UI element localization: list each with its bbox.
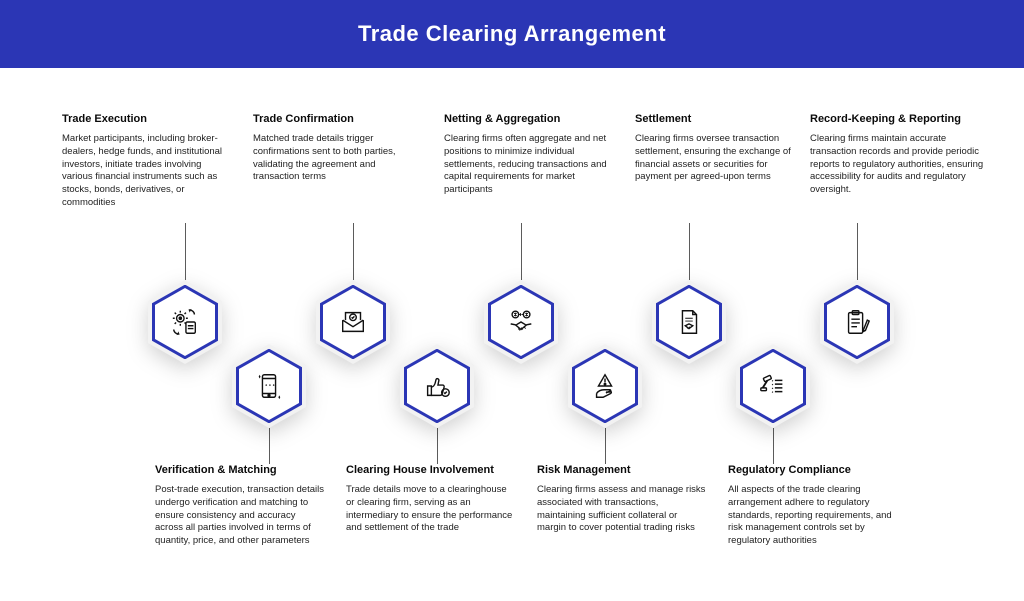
connector (605, 428, 606, 464)
step-record-text: Record-Keeping & Reporting Clearing firm… (810, 113, 990, 197)
step-title: Settlement (635, 113, 805, 125)
step-trade-execution-text: Trade Execution Market participants, inc… (62, 113, 232, 210)
connector (689, 223, 690, 280)
hex-trade-execution (148, 280, 222, 364)
step-netting-text: Netting & Aggregation Clearing firms oft… (444, 113, 614, 197)
step-title: Netting & Aggregation (444, 113, 614, 125)
step-title: Clearing House Involvement (346, 464, 516, 476)
hex-netting (484, 280, 558, 364)
page-title: Trade Clearing Arrangement (358, 21, 666, 47)
step-desc: Clearing firms assess and manage risks a… (537, 484, 707, 535)
header-banner: Trade Clearing Arrangement (0, 0, 1024, 68)
step-settlement-text: Settlement Clearing firms oversee transa… (635, 113, 805, 184)
hex-settlement (652, 280, 726, 364)
diagram-canvas: Trade Execution Market participants, inc… (0, 68, 1024, 601)
step-desc: Matched trade details trigger confirmati… (253, 133, 423, 184)
step-risk-text: Risk Management Clearing firms assess an… (537, 464, 707, 535)
hex-risk (568, 344, 642, 428)
connector (857, 223, 858, 280)
thumbs-up-check-icon (422, 371, 452, 401)
connector (521, 223, 522, 280)
phone-stars-icon (254, 371, 284, 401)
step-title: Trade Confirmation (253, 113, 423, 125)
step-regulatory-text: Regulatory Compliance All aspects of the… (728, 464, 898, 548)
step-title: Risk Management (537, 464, 707, 476)
step-verification-text: Verification & Matching Post-trade execu… (155, 464, 325, 548)
handshake-money-icon (506, 307, 536, 337)
clipboard-pen-icon (842, 307, 872, 337)
step-clearinghouse-text: Clearing House Involvement Trade details… (346, 464, 516, 535)
step-desc: Clearing firms often aggregate and net p… (444, 133, 614, 197)
gear-cycle-icon (170, 307, 200, 337)
envelope-check-icon (338, 307, 368, 337)
connector (437, 428, 438, 464)
step-title: Trade Execution (62, 113, 232, 125)
step-desc: Trade details move to a clearinghouse or… (346, 484, 516, 535)
step-confirmation-text: Trade Confirmation Matched trade details… (253, 113, 423, 184)
step-desc: Post-trade execution, transaction detail… (155, 484, 325, 548)
step-desc: All aspects of the trade clearing arrang… (728, 484, 898, 548)
hex-verification (232, 344, 306, 428)
document-handshake-icon (674, 307, 704, 337)
connector (269, 428, 270, 464)
hex-regulatory (736, 344, 810, 428)
gavel-list-icon (758, 371, 788, 401)
connector (353, 223, 354, 280)
hex-clearinghouse (400, 344, 474, 428)
hex-record (820, 280, 894, 364)
connector (773, 428, 774, 464)
step-title: Record-Keeping & Reporting (810, 113, 990, 125)
connector (185, 223, 186, 280)
step-desc: Clearing firms maintain accurate transac… (810, 133, 990, 197)
hand-warning-icon (590, 371, 620, 401)
step-desc: Clearing firms oversee transaction settl… (635, 133, 805, 184)
step-desc: Market participants, including broker-de… (62, 133, 232, 210)
step-title: Verification & Matching (155, 464, 325, 476)
hex-confirmation (316, 280, 390, 364)
step-title: Regulatory Compliance (728, 464, 898, 476)
